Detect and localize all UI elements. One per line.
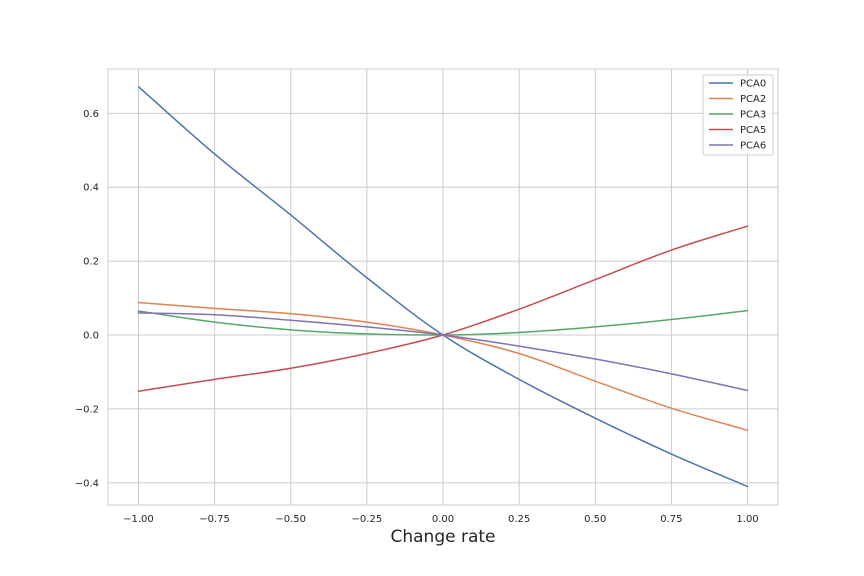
legend-label-pca3: PCA3 [740, 110, 766, 121]
x-tick-label: 1.00 [736, 514, 758, 525]
legend-label-pca2: PCA2 [740, 94, 766, 105]
legend-label-pca0: PCA0 [740, 79, 766, 90]
y-tick-label: −0.2 [75, 404, 99, 415]
x-tick-label: 0.25 [508, 514, 530, 525]
x-tick-label: 0.50 [584, 514, 606, 525]
legend: PCA0 PCA2 PCA3 PCA5 PCA6 [702, 74, 774, 156]
legend-box [702, 74, 774, 156]
x-tick-label: 0.75 [660, 514, 682, 525]
series-line-pca6 [137, 312, 749, 392]
y-tick-label: 0.4 [83, 183, 99, 194]
grid [108, 69, 778, 505]
y-tick-label: −0.4 [75, 478, 99, 489]
x-tick-label: −0.25 [352, 514, 383, 525]
y-tick-label: 0.2 [83, 257, 99, 268]
series-lines [137, 85, 749, 488]
plot-frame [107, 68, 779, 506]
y-tick-label: 0.0 [83, 331, 99, 342]
x-tick-label: −0.50 [275, 514, 306, 525]
y-tick-labels: −0.4 −0.2 0.0 0.2 0.4 0.6 [75, 109, 99, 489]
x-tick-label: −0.75 [199, 514, 230, 525]
y-tick-label: 0.6 [83, 109, 99, 120]
x-axis-title: Change rate [390, 527, 495, 547]
x-tick-label: −1.00 [123, 514, 154, 525]
legend-label-pca5: PCA5 [740, 125, 766, 136]
legend-label-pca6: PCA6 [740, 141, 766, 152]
x-tick-labels: −1.00 −0.75 −0.50 −0.25 0.00 0.25 0.50 0.75 1.00 [123, 514, 759, 525]
x-tick-label: 0.00 [432, 514, 454, 525]
